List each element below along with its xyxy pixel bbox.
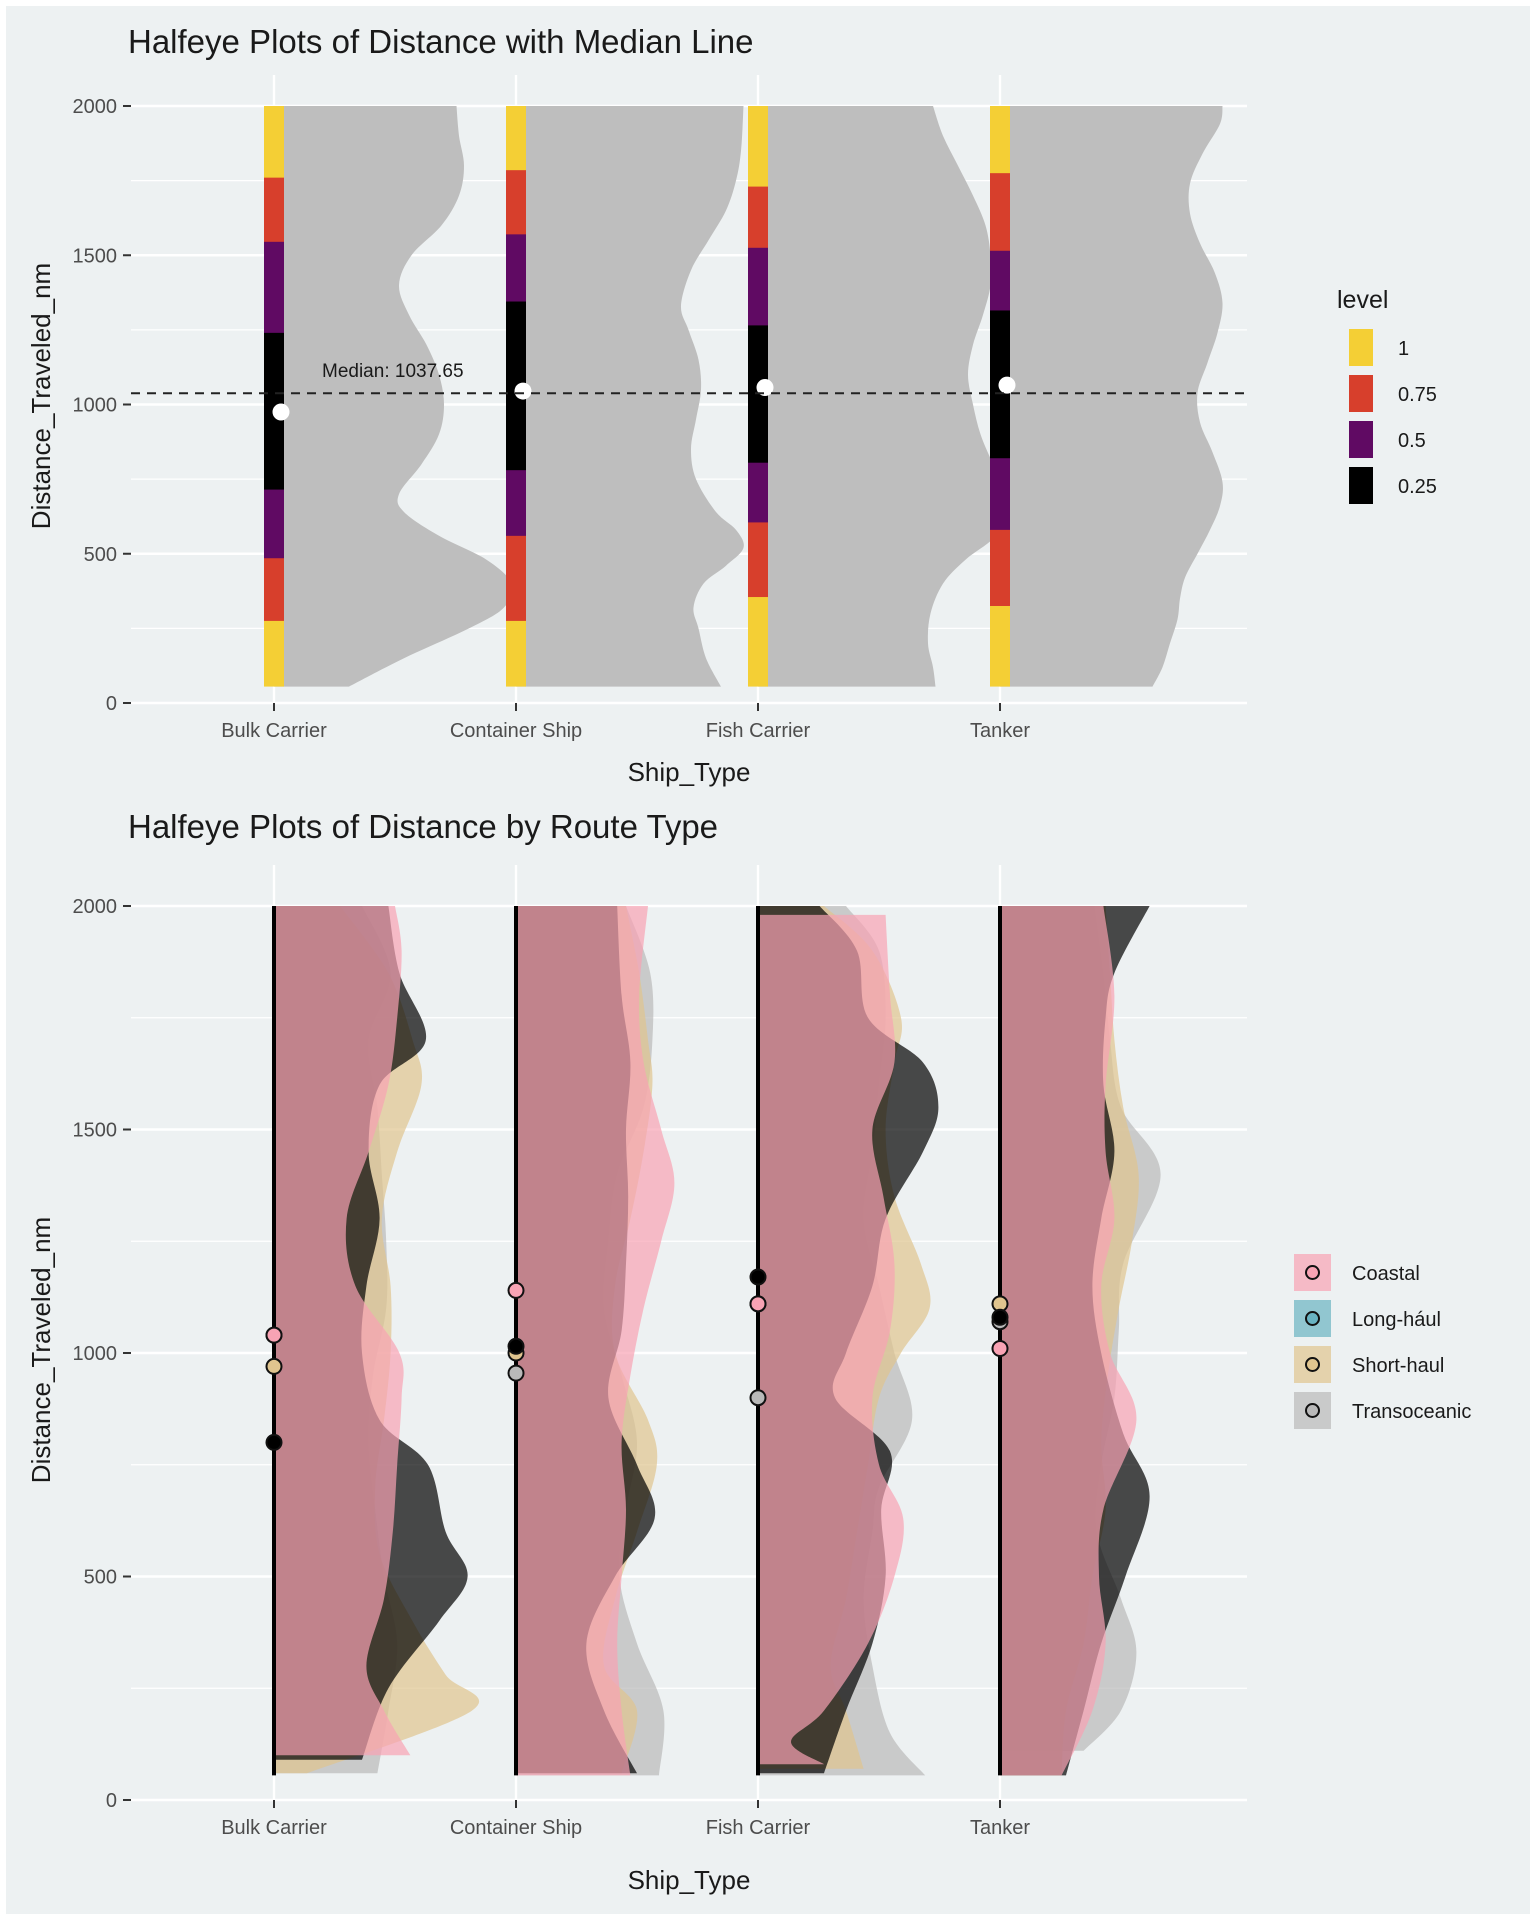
y-tick-label: 500 — [84, 544, 117, 566]
interval-bar-0-25 — [506, 301, 526, 471]
y-tick-label: 2000 — [73, 896, 118, 918]
density-slab-tanker — [1000, 106, 1223, 687]
legend-point-short-haul — [1305, 1357, 1320, 1372]
median-line-label: Median: 1037.65 — [322, 361, 464, 382]
y-tick-label: 1500 — [73, 1120, 118, 1142]
legend-label-transoceanic: Transoceanic — [1352, 1401, 1471, 1423]
density-coastal — [516, 906, 675, 1776]
y-tick-label: 0 — [106, 1790, 117, 1812]
halfeye-container-ship — [506, 106, 744, 687]
point-coastal — [265, 1326, 283, 1344]
chart-1-y-axis-label: Distance_Traveled_nm — [26, 263, 56, 529]
point-short-haul — [265, 1357, 283, 1375]
legend-label-1: 1 — [1398, 338, 1409, 360]
point-estimate-tanker — [998, 376, 1016, 394]
chart-2-marks — [265, 906, 1161, 1776]
legend-label-0-5: 0.5 — [1398, 430, 1426, 452]
density-coastal — [274, 906, 411, 1756]
y-tick-label: 2000 — [73, 96, 118, 118]
chart-2-title: Halfeye Plots of Distance by Route Type — [128, 808, 718, 845]
x-tick-label: Container Ship — [450, 1817, 582, 1839]
point-coastal — [991, 1340, 1009, 1358]
y-tick-label: 1000 — [73, 1343, 118, 1365]
y-tick-label: 500 — [84, 1567, 117, 1589]
legend-label-long-h-ul: Long-hául — [1352, 1309, 1441, 1331]
y-tick-label: 0 — [106, 693, 117, 715]
chart-1-axes: 0 500 1000 1500 2000 Bulk Carrier Container Sh… — [73, 96, 1031, 742]
point-long-haul — [749, 1268, 767, 1286]
legend-swatch-0-5 — [1349, 421, 1373, 458]
y-tick-label: 1000 — [73, 395, 118, 417]
point-transoceanic — [507, 1364, 525, 1382]
halfeye-fish-carrier — [749, 906, 939, 1776]
density-coastal — [1000, 906, 1137, 1776]
legend-swatch-1 — [1349, 329, 1373, 366]
halfeye-bulk-carrier — [265, 906, 480, 1776]
halfeye-tanker — [991, 906, 1161, 1776]
legend-label-coastal: Coastal — [1352, 1263, 1420, 1285]
chart-1: 0 500 1000 1500 2000 Bulk Carrier Container Sh… — [26, 23, 1437, 787]
chart-2-y-axis-label: Distance_Traveled_nm — [26, 1217, 56, 1483]
y-tick-label: 1500 — [73, 245, 118, 267]
point-estimate-fish-carrier — [756, 378, 774, 396]
chart-2-axes: 0 500 1000 1500 2000 Bulk Carrier Container Sh… — [73, 896, 1031, 1839]
point-estimate-container-ship — [514, 382, 532, 400]
x-tick-label: Fish Carrier — [706, 1817, 811, 1839]
chart-1-legend: level 1 0.75 0.5 0.25 — [1337, 286, 1437, 504]
x-tick-label: Tanker — [970, 720, 1030, 742]
legend-swatch-0-75 — [1349, 375, 1373, 412]
point-estimate-bulk-carrier — [272, 403, 290, 421]
halfeye-tanker — [990, 106, 1223, 687]
legend-label-0-25: 0.25 — [1398, 476, 1437, 498]
legend-point-coastal — [1305, 1265, 1320, 1280]
point-long-haul — [991, 1308, 1009, 1326]
chart-1-legend-title: level — [1337, 286, 1388, 314]
halfeye-bulk-carrier — [264, 106, 513, 687]
legend-label-short-haul: Short-haul — [1352, 1355, 1444, 1377]
point-coastal — [507, 1281, 525, 1299]
x-tick-label: Container Ship — [450, 720, 582, 742]
halfeye-container-ship — [507, 906, 675, 1776]
legend-point-transoceanic — [1305, 1403, 1320, 1418]
density-slab-container-ship — [516, 106, 744, 687]
chart-2-legend: Coastal Long-hául Short-haul Transoceanic — [1294, 1254, 1471, 1429]
x-tick-label: Bulk Carrier — [221, 1817, 327, 1839]
point-transoceanic — [749, 1389, 767, 1407]
x-tick-label: Fish Carrier — [706, 720, 811, 742]
density-slab-bulk-carrier — [274, 106, 513, 687]
density-slab-fish-carrier — [758, 106, 1008, 687]
chart-2: 0 500 1000 1500 2000 Bulk Carrier Container Sh… — [26, 808, 1471, 1895]
legend-swatch-0-25 — [1349, 467, 1373, 504]
chart-2-x-axis-label: Ship_Type — [628, 1865, 751, 1895]
chart-1-title: Halfeye Plots of Distance with Median Li… — [128, 23, 754, 60]
legend-point-long-h-ul — [1305, 1311, 1320, 1326]
x-tick-label: Tanker — [970, 1817, 1030, 1839]
x-tick-label: Bulk Carrier — [221, 720, 327, 742]
point-long-haul — [265, 1433, 283, 1451]
point-coastal — [749, 1295, 767, 1313]
density-coastal — [758, 914, 904, 1765]
legend-label-0-75: 0.75 — [1398, 384, 1437, 406]
chart-1-marks — [131, 106, 1247, 687]
chart-1-x-axis-label: Ship_Type — [628, 757, 751, 787]
point-long-haul — [507, 1337, 525, 1355]
halfeye-fish-carrier — [748, 106, 1008, 687]
